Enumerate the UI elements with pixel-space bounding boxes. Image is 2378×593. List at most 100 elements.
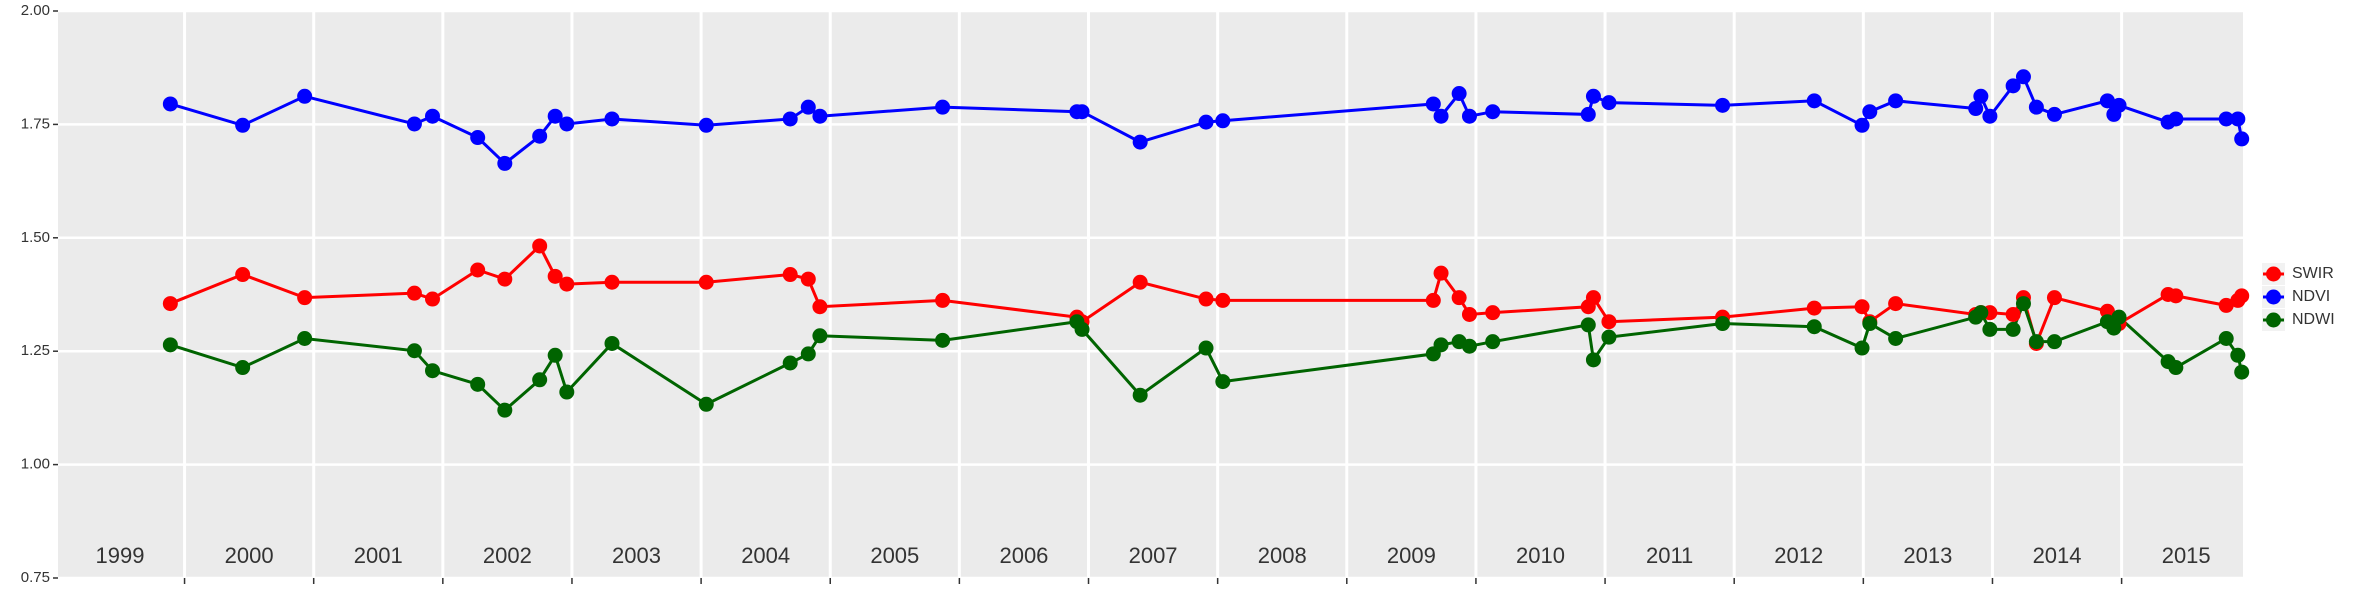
data-point — [1198, 114, 1214, 130]
data-point — [470, 130, 486, 146]
data-point — [235, 360, 251, 376]
data-point — [1433, 108, 1449, 124]
data-point — [1973, 305, 1989, 321]
data-point — [1215, 113, 1231, 129]
data-point — [604, 335, 620, 351]
data-point — [470, 262, 486, 278]
data-point — [1585, 88, 1601, 104]
data-point — [547, 268, 563, 284]
data-point — [162, 337, 178, 353]
data-point — [235, 267, 251, 283]
data-point — [935, 99, 951, 115]
data-point — [1198, 291, 1214, 307]
year-label: 2014 — [2033, 543, 2082, 568]
data-point — [604, 274, 620, 290]
data-point — [2218, 330, 2234, 346]
data-point — [297, 88, 313, 104]
data-point — [2028, 334, 2044, 350]
data-point — [2028, 99, 2044, 115]
data-point — [497, 271, 513, 287]
data-point — [1854, 299, 1870, 315]
data-point — [532, 372, 548, 388]
legend-label: NDVI — [2292, 288, 2330, 305]
year-label: 2004 — [741, 543, 790, 568]
data-point — [2046, 290, 2062, 306]
year-label: 2015 — [2162, 543, 2211, 568]
data-point — [1215, 292, 1231, 308]
data-point — [935, 332, 951, 348]
data-point — [2234, 364, 2250, 380]
data-point — [935, 292, 951, 308]
data-point — [547, 347, 563, 363]
data-point — [1601, 95, 1617, 111]
data-point — [1854, 117, 1870, 133]
data-point — [1451, 290, 1467, 306]
data-point — [1425, 292, 1441, 308]
data-point — [2005, 78, 2021, 94]
data-point — [532, 128, 548, 144]
year-label: 2002 — [483, 543, 532, 568]
data-point — [1806, 300, 1822, 316]
data-point — [1888, 296, 1904, 312]
data-point — [1601, 314, 1617, 330]
data-point — [1888, 330, 1904, 346]
data-point — [424, 108, 440, 124]
data-point — [1132, 387, 1148, 403]
data-point — [2015, 296, 2031, 312]
data-point — [800, 271, 816, 287]
y-tick-label: 0.75 — [21, 569, 50, 586]
data-point — [1806, 319, 1822, 335]
data-point — [1132, 274, 1148, 290]
year-label: 2000 — [225, 543, 274, 568]
data-point — [1601, 329, 1617, 345]
data-point — [782, 267, 798, 283]
data-point — [2111, 309, 2127, 325]
data-point — [2230, 347, 2246, 363]
data-point — [2234, 288, 2250, 304]
data-point — [2111, 97, 2127, 113]
data-point — [1862, 104, 1878, 120]
data-point — [698, 396, 714, 412]
data-point — [162, 96, 178, 112]
data-point — [2230, 111, 2246, 127]
year-label: 2001 — [354, 543, 403, 568]
data-point — [1485, 305, 1501, 321]
data-point — [1425, 96, 1441, 112]
data-point — [1074, 321, 1090, 337]
data-point — [1198, 340, 1214, 356]
data-point — [2168, 288, 2184, 304]
data-point — [1451, 86, 1467, 102]
y-tick-label: 2.00 — [21, 2, 50, 19]
data-point — [782, 111, 798, 127]
data-point — [1461, 306, 1477, 322]
data-point — [497, 402, 513, 418]
data-point — [812, 299, 828, 315]
data-point — [1715, 97, 1731, 113]
data-point — [800, 346, 816, 362]
data-point — [1982, 321, 1998, 337]
legend-point — [2266, 289, 2281, 305]
data-point — [1215, 374, 1231, 390]
data-point — [297, 330, 313, 346]
data-point — [424, 363, 440, 379]
data-point — [547, 108, 563, 124]
data-point — [698, 117, 714, 133]
data-point — [1485, 334, 1501, 350]
data-point — [1715, 316, 1731, 332]
data-point — [235, 117, 251, 133]
data-point — [1433, 337, 1449, 353]
year-label: 2003 — [612, 543, 661, 568]
year-label: 2013 — [1903, 543, 1952, 568]
data-point — [2015, 69, 2031, 85]
year-label: 2011 — [1646, 543, 1693, 568]
year-label: 2012 — [1774, 543, 1823, 568]
data-point — [1461, 108, 1477, 124]
data-point — [532, 238, 548, 254]
data-point — [2046, 334, 2062, 350]
data-point — [1580, 317, 1596, 333]
data-point — [2005, 306, 2021, 322]
data-point — [604, 111, 620, 127]
data-point — [782, 355, 798, 371]
legend-label: NDWI — [2292, 311, 2335, 328]
